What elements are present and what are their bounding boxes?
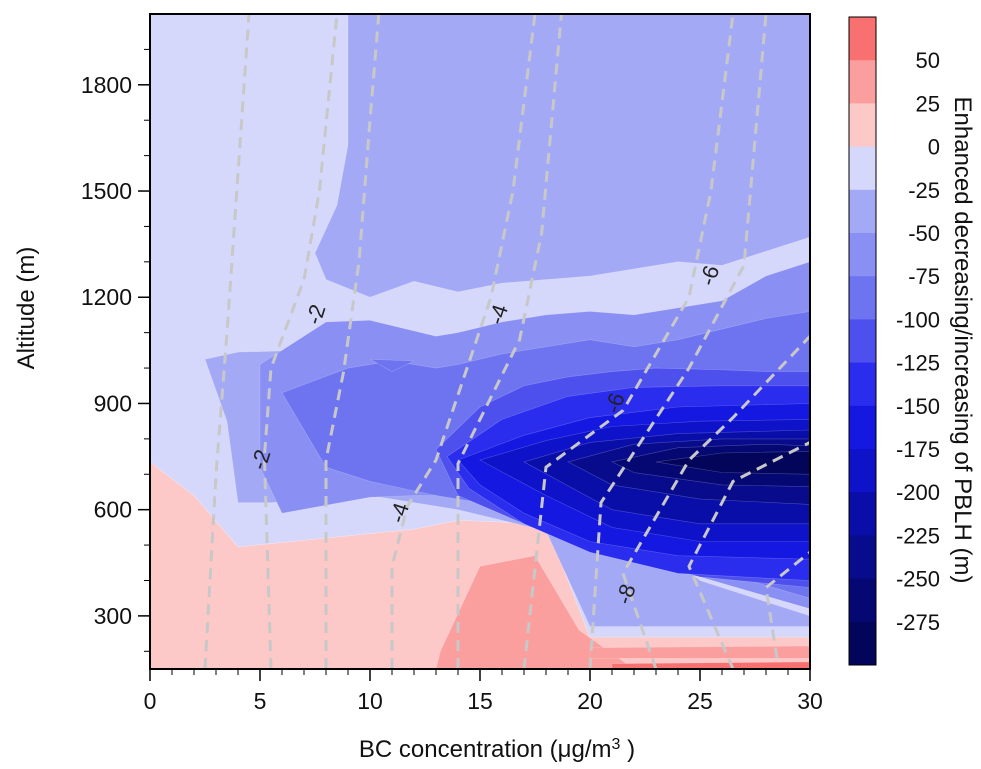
x-tick-label: 30: [797, 688, 823, 714]
colorbar-swatch: [849, 319, 876, 364]
colorbar-tick-label: -250: [896, 567, 940, 592]
colorbar-frame: [848, 16, 877, 666]
colorbar-swatch: [849, 535, 876, 580]
contour-line-4: [456, 14, 563, 669]
colorbar-tick-label: -275: [896, 610, 940, 635]
contour-region-17: [655, 450, 810, 475]
contour-region-9: [369, 358, 415, 372]
colorbar-swatch: [849, 103, 876, 148]
x-tick-label: 5: [254, 688, 267, 714]
colorbar-swatch: [849, 276, 876, 320]
colorbar-swatch: [849, 621, 876, 666]
y-tick-label: 600: [94, 497, 132, 523]
colorbar-tick-label: 25: [916, 91, 940, 116]
x-axis: 0 5 10 15 20 25 30: [144, 669, 823, 714]
contour-lines: [203, 14, 810, 669]
x-tick-label: 10: [357, 688, 383, 714]
colorbar-tick-label: -150: [896, 394, 940, 419]
y-tick-label: 900: [94, 390, 132, 416]
colorbar-swatch: [849, 233, 876, 277]
contour-line-8: [687, 441, 810, 669]
contour-region-5: [314, 14, 810, 298]
contour-line-1: [262, 14, 339, 669]
colorbar-tick-label: 0: [928, 135, 940, 160]
y-tick-label: 300: [94, 603, 132, 629]
x-tick-label: 0: [144, 688, 157, 714]
x-tick-label: 25: [687, 688, 713, 714]
contour-line-3: [390, 14, 537, 669]
contour-line-0: [203, 14, 251, 669]
colorbar: 50 25 0 -25 -50 -75 -100 -125 -150 -175 -200 -225 -2…: [848, 16, 940, 666]
y-tick-label: 1800: [81, 72, 132, 98]
y-axis: 300 600 900 1200 1500 1800: [81, 48, 150, 652]
colorbar-swatch: [849, 405, 876, 450]
colorbar-tick-label: 50: [916, 48, 940, 73]
colorbar-swatch: [849, 578, 876, 623]
colorbar-swatch: [849, 492, 876, 536]
contour-region-2: [589, 645, 810, 659]
colorbar-swatch: [849, 60, 876, 104]
colorbar-swatch: [849, 146, 876, 191]
colorbar-swatch: [849, 449, 876, 493]
x-tick-label: 20: [577, 688, 603, 714]
y-axis-label: Altitude (m): [13, 247, 40, 370]
colorbar-tick-label: -50: [908, 221, 940, 246]
y-tick-label: 1200: [81, 284, 132, 310]
colorbar-tick-label: -75: [908, 264, 940, 289]
colorbar-swatch: [849, 362, 876, 407]
colorbar-tick-label: -25: [908, 178, 940, 203]
contour-line-5: [522, 14, 735, 669]
contour-line-6: [588, 14, 768, 669]
contour-region-3: [611, 661, 810, 669]
x-axis-label: BC concentration (μg/m3 ): [359, 736, 635, 764]
colorbar-tick-label: -200: [896, 480, 940, 505]
filled-contour-regions: [150, 14, 810, 669]
y-tick-label: 1500: [81, 178, 132, 204]
contour-line-9: [764, 551, 810, 659]
x-tick-label: 15: [467, 688, 493, 714]
colorbar-swatch: [849, 189, 876, 234]
colorbar-tick-label: -100: [896, 307, 940, 332]
contour-line-7: [621, 335, 810, 669]
colorbar-tick-label: -225: [896, 523, 940, 548]
colorbar-label: Enhanced decreasing/increasing of PBLH (…: [949, 97, 976, 584]
colorbar-tick-label: -125: [896, 351, 940, 376]
colorbar-swatch: [849, 17, 876, 61]
colorbar-tick-label: -175: [896, 437, 940, 462]
